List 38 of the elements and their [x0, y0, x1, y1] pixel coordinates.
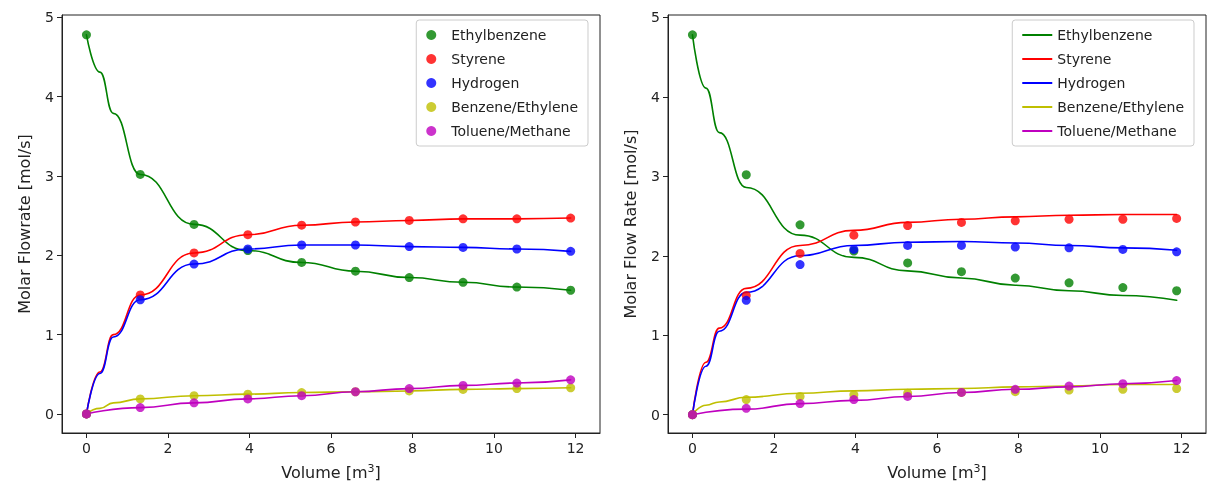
y-tick-label: 3 [651, 168, 660, 185]
x-tick-label: 12 [566, 440, 585, 456]
y-tick-label: 3 [45, 168, 54, 185]
legend-label: Ethylbenzene [1057, 27, 1153, 43]
y-tick-label: 5 [651, 9, 660, 26]
x-tick-label: 2 [769, 440, 779, 456]
y-tick-label: 4 [651, 88, 661, 105]
legend-label: Benzene/Ethylene [451, 99, 579, 115]
x-tick-label: 10 [485, 440, 503, 456]
y-tick-label: 1 [651, 327, 660, 344]
y-tick-label: 4 [45, 88, 55, 105]
legend-label: Hydrogen [451, 75, 520, 91]
x-tick-label: 0 [81, 440, 91, 456]
y-axis-title: Molar Flow Rate [mol/s] [620, 129, 640, 319]
x-tick-label: 6 [326, 440, 336, 456]
x-tick-label: 12 [1172, 440, 1191, 456]
y-tick-label: 2 [45, 247, 54, 264]
y-tick-label: 1 [45, 326, 54, 343]
x-tick-label: 8 [408, 440, 417, 456]
legend-label: Ethylbenzene [451, 27, 547, 43]
legend-label: Hydrogen [1057, 75, 1126, 91]
x-tick-label: 2 [163, 440, 173, 456]
legend-label: Toluene/Methane [450, 123, 571, 139]
legend-label: Styrene [1057, 51, 1112, 67]
y-tick-label: 5 [45, 9, 54, 26]
y-tick-label: 2 [651, 247, 660, 264]
x-tick-label: 6 [932, 440, 942, 456]
legend-label: Toluene/Methane [1056, 123, 1177, 139]
x-tick-label: 4 [245, 440, 255, 456]
x-tick-label: 4 [851, 440, 861, 456]
x-tick-label: 8 [1014, 440, 1023, 456]
y-tick-label: 0 [45, 405, 54, 422]
x-tick-label: 10 [1091, 440, 1109, 456]
legend-label: Styrene [451, 51, 506, 67]
x-tick-label: 0 [687, 440, 697, 456]
y-tick-label: 0 [651, 406, 660, 423]
y-axis-title: Molar Flowrate [mol/s] [14, 134, 34, 314]
legend-label: Benzene/Ethylene [1057, 99, 1185, 115]
